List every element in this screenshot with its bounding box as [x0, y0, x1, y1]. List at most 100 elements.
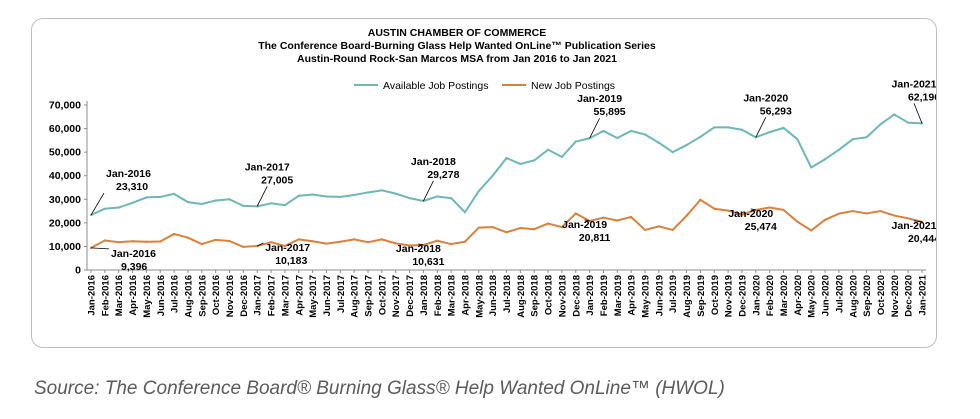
- annotation-leader: [913, 103, 923, 124]
- point-new: [671, 228, 674, 232]
- point-available: [242, 204, 245, 207]
- x-tick-label: Jan-2020: [751, 275, 762, 316]
- chart-title-line-3: Austin-Round Rock-San Marcos MSA from Ja…: [297, 53, 617, 65]
- x-tick-label: May-2019: [641, 275, 652, 318]
- point-new: [436, 239, 439, 242]
- x-tick-label: Dec-2017: [405, 275, 416, 317]
- point-available: [228, 198, 231, 201]
- point-new: [602, 216, 605, 219]
- x-tick-label: Dec-2018: [571, 275, 582, 317]
- point-available: [602, 129, 605, 133]
- point-new: [727, 209, 730, 212]
- point-available: [214, 199, 217, 202]
- point-available: [477, 189, 480, 193]
- point-new: [574, 212, 577, 215]
- point-new: [893, 214, 896, 217]
- annotation-value: 20,811: [579, 232, 611, 244]
- chart-card: AUSTIN CHAMBER OF COMMERCE The Conferenc…: [31, 18, 937, 348]
- x-tick-label: Aug-2020: [848, 275, 859, 318]
- point-available: [353, 193, 356, 197]
- point-new: [616, 219, 619, 222]
- x-tick-label: Sep-2019: [696, 275, 707, 317]
- point-available: [685, 143, 688, 147]
- point-available: [782, 126, 785, 129]
- point-new: [353, 238, 356, 241]
- annotation-date: Jan-2019: [562, 219, 607, 231]
- legend-label-new: New Job Postings: [531, 80, 615, 92]
- point-new: [740, 213, 744, 216]
- x-tick-label: Sep-2017: [364, 275, 375, 317]
- x-tick-label: Feb-2016: [100, 275, 111, 316]
- point-available: [907, 121, 910, 124]
- point-new: [533, 228, 536, 231]
- x-tick-label: Feb-2019: [599, 275, 610, 316]
- x-tick-label: Apr-2020: [793, 275, 804, 316]
- x-tick-label: Feb-2020: [765, 275, 776, 316]
- x-tick-label: Aug-2016: [183, 275, 194, 318]
- x-tick-label: Sep-2016: [197, 275, 208, 317]
- point-new: [546, 222, 550, 225]
- point-new: [450, 242, 453, 246]
- point-new: [823, 218, 827, 221]
- point-new: [713, 207, 716, 210]
- x-tick-label: Nov-2018: [557, 275, 568, 317]
- x-tick-label: Mar-2016: [114, 275, 125, 316]
- legend-label-available: Available Job Postings: [383, 80, 488, 92]
- point-new: [366, 241, 370, 244]
- annotation-date: Jan-2016: [111, 248, 156, 260]
- point-available: [823, 158, 827, 161]
- y-tick-label: 70,000: [49, 100, 81, 112]
- point-available: [173, 192, 176, 195]
- point-available: [519, 162, 522, 166]
- point-new: [117, 241, 120, 244]
- point-available: [643, 133, 647, 136]
- y-tick-label: 40,000: [49, 170, 81, 182]
- x-tick-label: Jul-2020: [834, 275, 845, 313]
- x-tick-label: Jan-2021: [918, 274, 929, 315]
- point-new: [269, 241, 273, 244]
- point-new: [657, 225, 660, 228]
- point-available: [837, 148, 841, 151]
- annotation-value: 29,278: [427, 169, 459, 181]
- point-new: [519, 226, 522, 230]
- annotation-date: Jan-2016: [106, 168, 151, 180]
- point-available: [380, 189, 383, 192]
- point-new: [103, 239, 106, 242]
- x-tick-label: Oct-2019: [710, 275, 721, 315]
- plot-area: 0 10,000 20,000 30,000 40,000 50,000 60,000 70,…: [49, 78, 936, 317]
- point-new: [394, 242, 397, 245]
- annotation-value: 10,631: [412, 256, 444, 268]
- annotation-value: 23,310: [116, 181, 148, 193]
- x-tick-label: Dec-2016: [239, 275, 250, 317]
- x-tick-label: Jun-2017: [322, 275, 333, 316]
- x-tick-label: Apr-2016: [128, 275, 139, 316]
- point-available: [657, 141, 660, 144]
- point-new: [200, 242, 203, 246]
- point-new: [837, 212, 841, 215]
- x-tick-label: May-2017: [308, 275, 319, 318]
- annotation-leader: [423, 180, 434, 202]
- x-tick-label: Sep-2020: [862, 275, 873, 317]
- point-available: [768, 131, 771, 134]
- point-new: [699, 198, 702, 201]
- point-available: [297, 194, 300, 197]
- point-new: [339, 240, 342, 243]
- point-available: [103, 207, 106, 210]
- point-new: [865, 212, 868, 215]
- x-tick-label: Aug-2017: [350, 275, 361, 318]
- point-new: [159, 240, 162, 243]
- x-tick-label: Jul-2018: [502, 275, 513, 313]
- chart-title-line-1: AUSTIN CHAMBER OF COMMERCE: [368, 27, 547, 39]
- x-tick-label: Jun-2020: [821, 275, 832, 316]
- point-new: [907, 217, 910, 220]
- x-tick-label: Aug-2019: [682, 275, 693, 318]
- point-new: [851, 209, 854, 213]
- annotation-leader: [755, 117, 767, 138]
- point-new: [242, 245, 245, 248]
- point-available: [879, 123, 882, 126]
- point-available: [630, 129, 633, 133]
- point-new: [311, 240, 314, 243]
- x-tick-label: Aug-2018: [516, 275, 527, 318]
- point-available: [186, 201, 190, 204]
- x-tick-label: Jun-2018: [488, 275, 499, 316]
